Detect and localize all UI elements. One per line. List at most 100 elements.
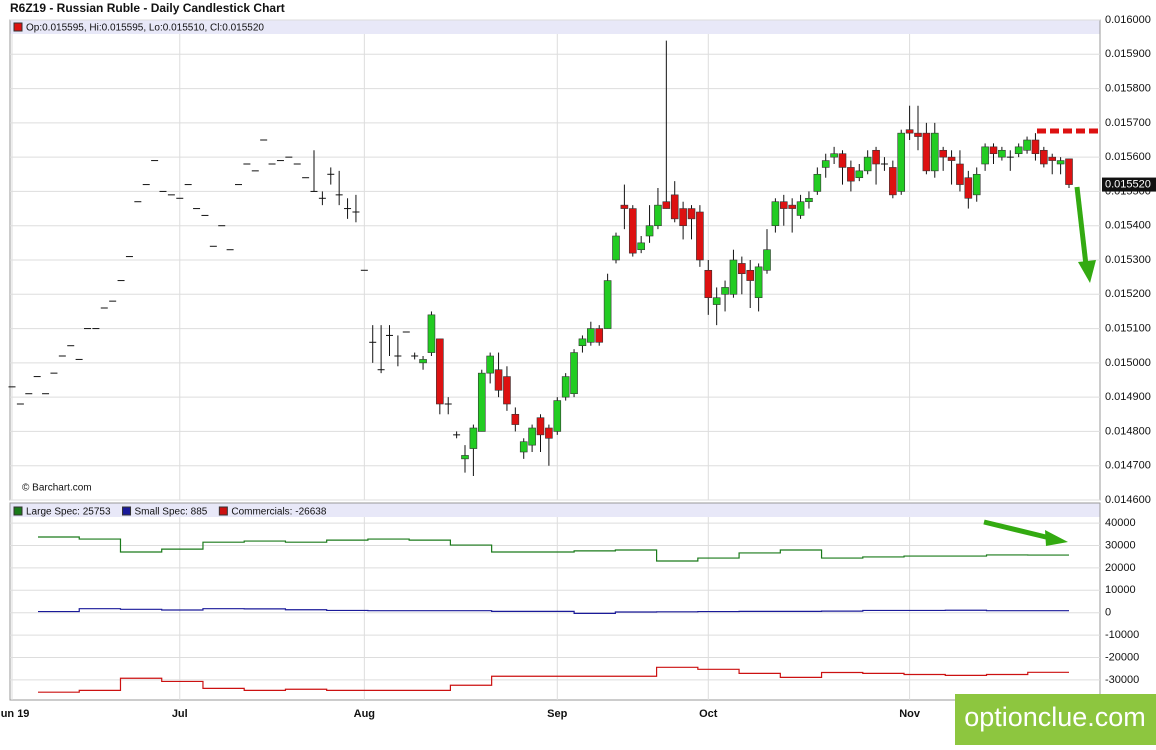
candle-body — [528, 427, 536, 446]
candle-body — [813, 173, 822, 192]
y-tick-label: 0.014900 — [1105, 391, 1151, 403]
candle-body — [561, 376, 570, 398]
y-tick-label: 0.015000 — [1105, 357, 1151, 369]
legend-strip — [10, 20, 1100, 34]
x-tick-label: Aug — [354, 708, 375, 720]
candle-body — [721, 287, 729, 295]
candle-body — [805, 197, 813, 203]
candle-body — [679, 208, 687, 227]
candle-body — [855, 170, 864, 179]
y-tick-label: 0.015300 — [1105, 254, 1151, 266]
candle-body — [889, 167, 897, 196]
candle-body — [461, 455, 469, 460]
candle-body — [612, 235, 620, 261]
y-tick-label: 0.014600 — [1105, 494, 1151, 506]
candle-body — [956, 163, 964, 185]
legend-label: Large Spec: 25753 — [26, 507, 111, 518]
y-tick-label: 40000 — [1105, 517, 1136, 529]
candle-body — [989, 146, 998, 155]
legend-swatch — [13, 506, 23, 516]
x-tick-label: Sep — [547, 708, 567, 720]
chart-title: R6Z19 - Russian Ruble - Daily Candlestic… — [10, 1, 285, 15]
cot-line — [38, 536, 1069, 562]
y-tick-label: 0 — [1105, 607, 1111, 619]
last-price-label: 0.015520 — [1105, 178, 1151, 190]
candle-body — [779, 201, 788, 209]
candle-body — [704, 269, 713, 299]
candle-body — [486, 355, 494, 374]
candle-body — [427, 314, 436, 353]
watermark-box — [955, 694, 1156, 745]
x-tick-label: Jul — [172, 708, 188, 720]
y-tick-label: -10000 — [1105, 629, 1139, 641]
candle-body — [494, 369, 503, 391]
arrow-annotation — [1074, 186, 1089, 266]
legend-label: Commercials: -26638 — [231, 507, 326, 518]
arrow-head — [1078, 260, 1096, 283]
candle-body — [1014, 146, 1023, 155]
x-tick-label: Jun 19 — [0, 708, 29, 720]
legend-strip — [10, 503, 1100, 517]
candle-body — [662, 201, 671, 209]
candle-body — [645, 225, 654, 237]
candle-body — [620, 204, 629, 209]
candle-body — [729, 259, 738, 295]
y-tick-label: 0.015200 — [1105, 288, 1151, 300]
candle-body — [637, 242, 645, 251]
y-tick-label: 0.015400 — [1105, 220, 1151, 232]
y-tick-label: 0.015800 — [1105, 82, 1151, 94]
candle-body — [712, 297, 721, 305]
candle-body — [981, 146, 989, 165]
candle-body — [436, 338, 444, 405]
x-tick-label: Oct — [699, 708, 718, 720]
candle-body — [670, 194, 679, 220]
candle-body — [1056, 160, 1065, 165]
candle-body — [947, 156, 956, 161]
candle-body — [1048, 156, 1057, 161]
candle-body — [1065, 158, 1073, 185]
candle-body — [754, 266, 763, 299]
cot-line — [38, 666, 1069, 693]
candle-body — [914, 132, 922, 137]
candle-body — [654, 204, 662, 227]
y-tick-label: 0.015700 — [1105, 117, 1151, 129]
candle-body — [897, 132, 906, 192]
candle-body — [553, 400, 562, 432]
last-price-box — [1102, 177, 1156, 192]
candle-body — [628, 208, 637, 254]
candle-body — [1023, 139, 1031, 151]
candle-body — [796, 201, 805, 216]
panel-frame — [9, 502, 1101, 701]
legend-swatch — [218, 506, 228, 516]
y-tick-label: 0.015900 — [1105, 48, 1151, 60]
candle-body — [1031, 139, 1040, 155]
candle-body — [536, 417, 545, 436]
candle-body — [545, 427, 553, 439]
candle-body — [922, 132, 931, 172]
legend-swatch — [13, 22, 23, 32]
y-tick-label: -30000 — [1105, 674, 1139, 686]
legend-swatch — [122, 506, 132, 516]
candle-body — [519, 441, 528, 453]
candle-body — [788, 204, 796, 209]
candle-body — [603, 280, 612, 329]
y-tick-label: 0.014700 — [1105, 460, 1151, 472]
candle-body — [847, 167, 855, 182]
y-tick-label: 20000 — [1105, 562, 1136, 574]
candle-body — [821, 160, 830, 168]
y-tick-label: 0.015100 — [1105, 322, 1151, 334]
y-tick-label: 0.015600 — [1105, 151, 1151, 163]
y-tick-label: 0.014800 — [1105, 425, 1151, 437]
credit: © Barchart.com — [22, 483, 92, 494]
watermark: optionclue.com — [964, 702, 1146, 732]
candle-body — [696, 211, 704, 261]
candle-body — [587, 328, 595, 343]
panels: 0.014600 0.014700 0.014800 0.014900 0.015000… — [0, 14, 1156, 720]
y-tick-label: 10000 — [1105, 584, 1136, 596]
y-tick-label: 30000 — [1105, 539, 1136, 551]
y-tick-label: -20000 — [1105, 651, 1139, 663]
candle-body — [511, 413, 520, 425]
candle-body — [905, 129, 914, 134]
candle-body — [419, 359, 427, 364]
